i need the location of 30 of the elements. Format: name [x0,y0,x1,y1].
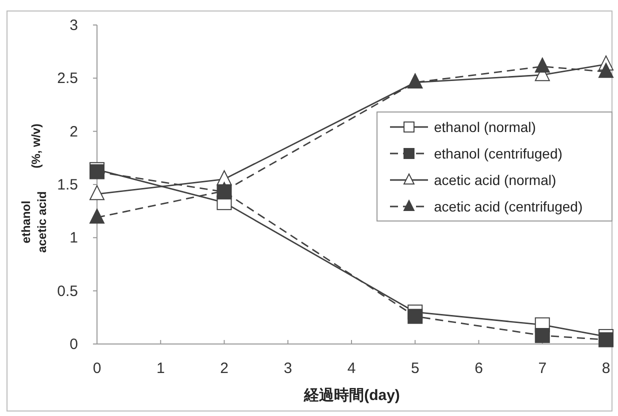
x-tick-label: 5 [410,360,420,377]
point [534,58,550,73]
text: ethanol acetic acid (%, w/v) [19,124,50,253]
x-tick-label: 8 [602,360,610,377]
x-tick-label: 3 [284,360,292,377]
y-tick-label: 3 [70,17,78,34]
y-tick-label: 1.5 [57,176,78,194]
y-tick-label: 0 [70,336,78,353]
point [216,170,232,186]
legend-label: acetic acid (normal) [434,172,556,188]
legend-label: acetic acid (centrifuged) [434,198,583,214]
point [534,328,550,343]
y-tick-label: 2.5 [57,70,78,88]
x-tick-label: 4 [347,360,356,377]
x-tick-label: 2 [220,360,228,377]
x-tick-label: 1 [156,360,165,377]
x-axis-title: 経過時間(day) [303,387,400,404]
point [90,208,104,224]
x-tick-label: 6 [474,360,483,377]
y-tick-label: 2 [70,123,78,140]
legend-label: ethanol (centrifuged) [434,146,562,162]
x-tick-label: 0 [92,360,102,377]
point [598,332,614,348]
y-tick-label: 0.5 [57,282,78,300]
legend-label: ethanol (normal) [434,119,536,135]
point [90,185,104,200]
point [408,308,423,324]
y-tick-label: 1 [70,230,78,247]
point [598,62,614,78]
x-tick-label: 7 [538,360,547,377]
